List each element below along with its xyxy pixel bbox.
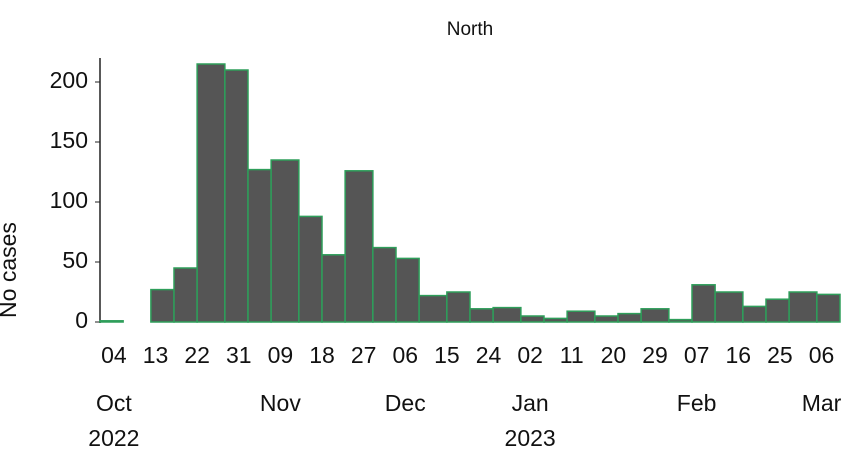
- x-tick-label: 27: [351, 342, 377, 368]
- bar: [765, 298, 790, 323]
- x-month-label: Oct: [96, 390, 132, 416]
- x-year-label: 2022: [88, 425, 139, 451]
- bar: [617, 312, 642, 323]
- bar: [196, 63, 226, 323]
- bar: [372, 246, 397, 323]
- bar: [691, 284, 716, 323]
- bar: [395, 257, 420, 323]
- bar: [446, 291, 471, 323]
- bar: [150, 288, 175, 323]
- x-tick-label: 06: [392, 342, 418, 368]
- y-tick-label: 100: [50, 187, 88, 213]
- bar: [594, 315, 619, 323]
- x-year-label: 2023: [505, 425, 556, 451]
- y-tick-label: 0: [75, 307, 88, 333]
- x-tick-label: 24: [476, 342, 502, 368]
- bar: [247, 168, 272, 323]
- x-tick-label: 22: [184, 342, 210, 368]
- x-tick-label: 20: [601, 342, 627, 368]
- y-tick-label: 200: [50, 67, 88, 93]
- y-tick-label: 150: [50, 127, 88, 153]
- bar: [492, 306, 522, 323]
- x-tick-label: 25: [767, 342, 793, 368]
- x-tick-label: 04: [101, 342, 127, 368]
- chart-title: North: [447, 19, 493, 40]
- bar: [742, 305, 767, 323]
- bar: [321, 254, 346, 323]
- bar: [788, 291, 818, 323]
- x-tick-label: 15: [434, 342, 460, 368]
- bar: [714, 291, 744, 323]
- x-tick-label: 02: [517, 342, 543, 368]
- y-tick-label: 50: [62, 247, 88, 273]
- x-tick-label: 07: [684, 342, 710, 368]
- bar: [640, 308, 670, 323]
- x-month-label: Nov: [260, 390, 301, 416]
- bar: [224, 69, 249, 323]
- x-tick-label: 13: [143, 342, 169, 368]
- x-tick-label: 09: [268, 342, 294, 368]
- y-axis-label: No cases: [0, 222, 21, 318]
- bar: [520, 315, 545, 323]
- bar: [173, 267, 198, 323]
- bar: [668, 318, 693, 323]
- bar: [298, 215, 323, 323]
- bar: [418, 294, 448, 323]
- x-month-label: Dec: [385, 390, 426, 416]
- bar: [543, 317, 568, 323]
- x-tick-label: 06: [809, 342, 835, 368]
- x-tick-label: 18: [309, 342, 335, 368]
- bar: [99, 320, 124, 323]
- bar: [344, 170, 374, 323]
- bar: [469, 308, 494, 323]
- x-month-label: Mar: [802, 390, 842, 416]
- bar: [270, 159, 300, 323]
- x-tick-label: 16: [725, 342, 751, 368]
- x-month-label: Jan: [512, 390, 549, 416]
- x-month-label: Feb: [677, 390, 717, 416]
- x-tick-label: 31: [226, 342, 252, 368]
- x-tick-label: 29: [642, 342, 668, 368]
- bar: [816, 293, 841, 323]
- bar: [566, 310, 596, 323]
- x-tick-label: 11: [560, 342, 584, 368]
